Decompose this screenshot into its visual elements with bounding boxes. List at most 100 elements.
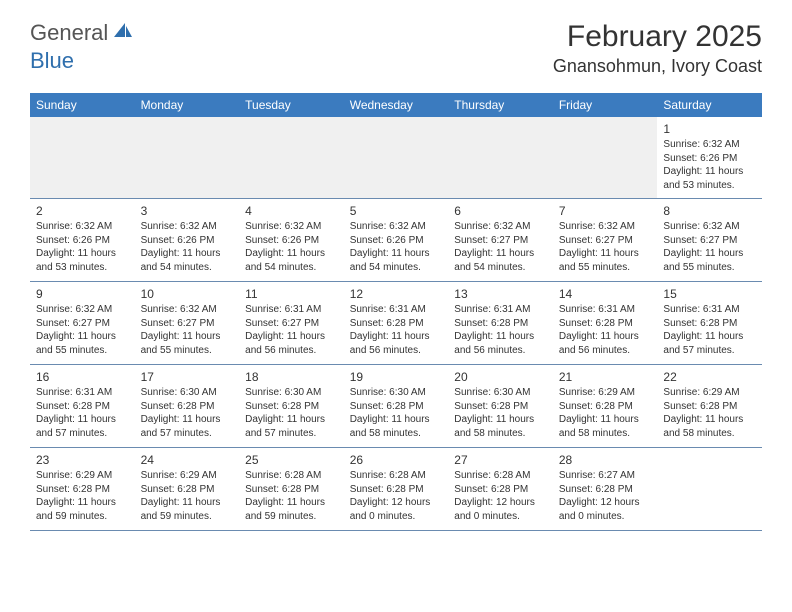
empty-cell [135,117,240,198]
day-number: 11 [245,286,338,302]
day-number: 28 [559,452,652,468]
daylight-text: Daylight: 11 hours and 57 minutes. [36,413,129,440]
sunset-text: Sunset: 6:26 PM [36,234,129,248]
sunset-text: Sunset: 6:28 PM [36,400,129,414]
daylight-text: Daylight: 12 hours and 0 minutes. [559,496,652,523]
title-block: February 2025 Gnansohmun, Ivory Coast [553,20,762,77]
week-row: 2Sunrise: 6:32 AMSunset: 6:26 PMDaylight… [30,199,762,282]
day-number: 13 [454,286,547,302]
sunrise-text: Sunrise: 6:32 AM [141,303,234,317]
sunset-text: Sunset: 6:26 PM [350,234,443,248]
day-cell: 8Sunrise: 6:32 AMSunset: 6:27 PMDaylight… [657,199,762,281]
day-cell: 23Sunrise: 6:29 AMSunset: 6:28 PMDayligh… [30,448,135,530]
day-number: 10 [141,286,234,302]
day-number: 3 [141,203,234,219]
week-row: 23Sunrise: 6:29 AMSunset: 6:28 PMDayligh… [30,448,762,531]
day-number: 27 [454,452,547,468]
sunrise-text: Sunrise: 6:29 AM [559,386,652,400]
day-number: 22 [663,369,756,385]
sunset-text: Sunset: 6:28 PM [141,483,234,497]
empty-cell [239,117,344,198]
empty-cell [344,117,449,198]
day-number: 2 [36,203,129,219]
day-number: 23 [36,452,129,468]
daylight-text: Daylight: 11 hours and 55 minutes. [663,247,756,274]
location-label: Gnansohmun, Ivory Coast [553,56,762,77]
sunrise-text: Sunrise: 6:27 AM [559,469,652,483]
sunset-text: Sunset: 6:27 PM [245,317,338,331]
sunrise-text: Sunrise: 6:29 AM [36,469,129,483]
day-number: 19 [350,369,443,385]
logo-text-blue: Blue [30,48,74,73]
sunset-text: Sunset: 6:28 PM [141,400,234,414]
sunset-text: Sunset: 6:28 PM [350,317,443,331]
sunrise-text: Sunrise: 6:28 AM [454,469,547,483]
daylight-text: Daylight: 11 hours and 57 minutes. [141,413,234,440]
day-number: 21 [559,369,652,385]
sunset-text: Sunset: 6:28 PM [559,483,652,497]
daylight-text: Daylight: 11 hours and 57 minutes. [245,413,338,440]
day-cell: 10Sunrise: 6:32 AMSunset: 6:27 PMDayligh… [135,282,240,364]
sunset-text: Sunset: 6:27 PM [559,234,652,248]
day-cell: 13Sunrise: 6:31 AMSunset: 6:28 PMDayligh… [448,282,553,364]
daylight-text: Daylight: 11 hours and 59 minutes. [36,496,129,523]
daylight-text: Daylight: 11 hours and 53 minutes. [36,247,129,274]
daylight-text: Daylight: 11 hours and 58 minutes. [350,413,443,440]
sunrise-text: Sunrise: 6:32 AM [663,138,756,152]
logo: General [30,20,136,46]
daylight-text: Daylight: 11 hours and 58 minutes. [559,413,652,440]
month-title: February 2025 [553,20,762,54]
day-cell: 25Sunrise: 6:28 AMSunset: 6:28 PMDayligh… [239,448,344,530]
sunset-text: Sunset: 6:27 PM [454,234,547,248]
sunrise-text: Sunrise: 6:30 AM [245,386,338,400]
day-number: 26 [350,452,443,468]
day-cell: 18Sunrise: 6:30 AMSunset: 6:28 PMDayligh… [239,365,344,447]
sunrise-text: Sunrise: 6:32 AM [36,303,129,317]
empty-cell [448,117,553,198]
day-number: 24 [141,452,234,468]
sunset-text: Sunset: 6:28 PM [36,483,129,497]
day-cell: 1Sunrise: 6:32 AMSunset: 6:26 PMDaylight… [657,117,762,198]
day-cell: 19Sunrise: 6:30 AMSunset: 6:28 PMDayligh… [344,365,449,447]
sunrise-text: Sunrise: 6:30 AM [350,386,443,400]
day-cell: 27Sunrise: 6:28 AMSunset: 6:28 PMDayligh… [448,448,553,530]
empty-cell [30,117,135,198]
weeks-container: 1Sunrise: 6:32 AMSunset: 6:26 PMDaylight… [30,117,762,531]
sunset-text: Sunset: 6:26 PM [141,234,234,248]
day-number: 4 [245,203,338,219]
day-number: 8 [663,203,756,219]
day-cell: 5Sunrise: 6:32 AMSunset: 6:26 PMDaylight… [344,199,449,281]
daylight-text: Daylight: 11 hours and 55 minutes. [141,330,234,357]
daylight-text: Daylight: 11 hours and 59 minutes. [245,496,338,523]
day-header-wednesday: Wednesday [344,93,449,117]
sunrise-text: Sunrise: 6:28 AM [245,469,338,483]
day-header-sunday: Sunday [30,93,135,117]
day-number: 14 [559,286,652,302]
day-cell: 21Sunrise: 6:29 AMSunset: 6:28 PMDayligh… [553,365,658,447]
day-cell: 2Sunrise: 6:32 AMSunset: 6:26 PMDaylight… [30,199,135,281]
day-cell: 11Sunrise: 6:31 AMSunset: 6:27 PMDayligh… [239,282,344,364]
day-number: 6 [454,203,547,219]
sunrise-text: Sunrise: 6:31 AM [245,303,338,317]
day-number: 7 [559,203,652,219]
sunset-text: Sunset: 6:28 PM [663,400,756,414]
day-number: 17 [141,369,234,385]
logo-sail-icon [112,21,134,46]
sunrise-text: Sunrise: 6:31 AM [36,386,129,400]
sunrise-text: Sunrise: 6:32 AM [663,220,756,234]
daylight-text: Daylight: 11 hours and 54 minutes. [454,247,547,274]
sunrise-text: Sunrise: 6:32 AM [454,220,547,234]
sunrise-text: Sunrise: 6:32 AM [141,220,234,234]
sunset-text: Sunset: 6:27 PM [663,234,756,248]
day-cell: 26Sunrise: 6:28 AMSunset: 6:28 PMDayligh… [344,448,449,530]
daylight-text: Daylight: 11 hours and 58 minutes. [454,413,547,440]
day-cell: 28Sunrise: 6:27 AMSunset: 6:28 PMDayligh… [553,448,658,530]
sunrise-text: Sunrise: 6:32 AM [36,220,129,234]
sunset-text: Sunset: 6:28 PM [559,317,652,331]
day-header-row: Sunday Monday Tuesday Wednesday Thursday… [30,93,762,117]
sunset-text: Sunset: 6:28 PM [663,317,756,331]
week-row: 9Sunrise: 6:32 AMSunset: 6:27 PMDaylight… [30,282,762,365]
sunrise-text: Sunrise: 6:28 AM [350,469,443,483]
day-header-saturday: Saturday [657,93,762,117]
day-number: 1 [663,121,756,137]
